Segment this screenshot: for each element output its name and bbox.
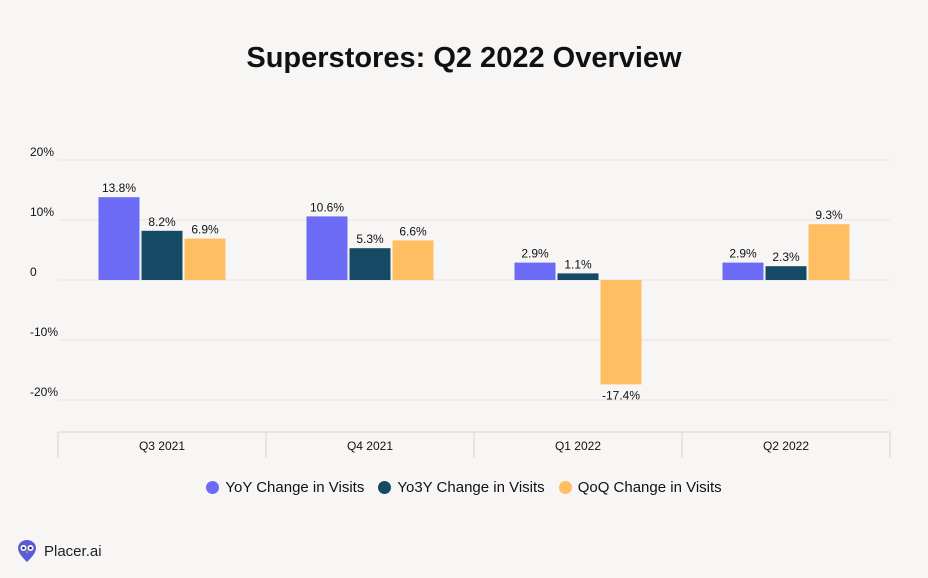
y-tick-label: 10%	[30, 205, 54, 219]
bar	[349, 248, 391, 280]
x-tick-label: Q4 2021	[347, 439, 393, 453]
bar-chart: 20% 10% 0 -10% -20% 13.8% 8.2% 6.9% Q3 2021 10.6%…	[30, 145, 891, 458]
data-label: 8.2%	[148, 215, 176, 229]
bar	[141, 230, 183, 280]
data-label: 10.6%	[310, 200, 344, 214]
data-label: 6.9%	[191, 223, 219, 237]
legend-item-qoq[interactable]: QoQ Change in Visits	[558, 479, 722, 496]
data-label: 2.9%	[521, 247, 549, 261]
y-tick-label: -20%	[30, 385, 58, 399]
brand-logo: Placer.ai	[16, 539, 102, 563]
legend-swatch-yoy	[206, 481, 220, 494]
y-tick-label: 0	[30, 265, 37, 279]
bar	[514, 262, 556, 280]
bar	[98, 197, 140, 280]
bar	[765, 266, 807, 280]
legend-label-yo3y: Yo3Y Change in Visits	[397, 479, 545, 496]
legend-item-yoy[interactable]: YoY Change in Visits	[206, 479, 364, 496]
data-label: 2.3%	[772, 250, 800, 264]
x-tick-label: Q3 2021	[139, 439, 185, 453]
legend-swatch-yo3y	[378, 481, 392, 494]
x-tick-label: Q1 2022	[555, 439, 601, 453]
chart-title: Superstores: Q2 2022 Overview	[246, 42, 682, 74]
bar	[306, 216, 348, 280]
data-label: 9.3%	[815, 208, 843, 222]
data-label: 6.6%	[399, 224, 427, 238]
data-label: 1.1%	[564, 257, 592, 271]
legend-item-yo3y[interactable]: Yo3Y Change in Visits	[378, 479, 545, 496]
owl-pin-icon	[18, 540, 36, 562]
bar	[184, 238, 226, 280]
data-label: 5.3%	[356, 232, 384, 246]
y-tick-label: -10%	[30, 325, 58, 339]
bar	[557, 273, 599, 280]
data-label: -17.4%	[602, 388, 640, 402]
bar	[600, 280, 642, 385]
bar	[392, 240, 434, 280]
bar	[808, 224, 850, 280]
bar	[722, 262, 764, 280]
data-label: 2.9%	[729, 247, 757, 261]
legend-label-qoq: QoQ Change in Visits	[577, 479, 722, 496]
brand-name: Placer.ai	[44, 542, 102, 560]
legend-label-yoy: YoY Change in Visits	[225, 479, 365, 496]
x-tick-label: Q2 2022	[763, 439, 809, 453]
y-tick-label: 20%	[30, 145, 54, 159]
chart-legend: YoY Change in Visits Yo3Y Change in Visi…	[0, 479, 928, 496]
data-label: 13.8%	[102, 181, 136, 195]
legend-swatch-qoq	[558, 481, 572, 494]
